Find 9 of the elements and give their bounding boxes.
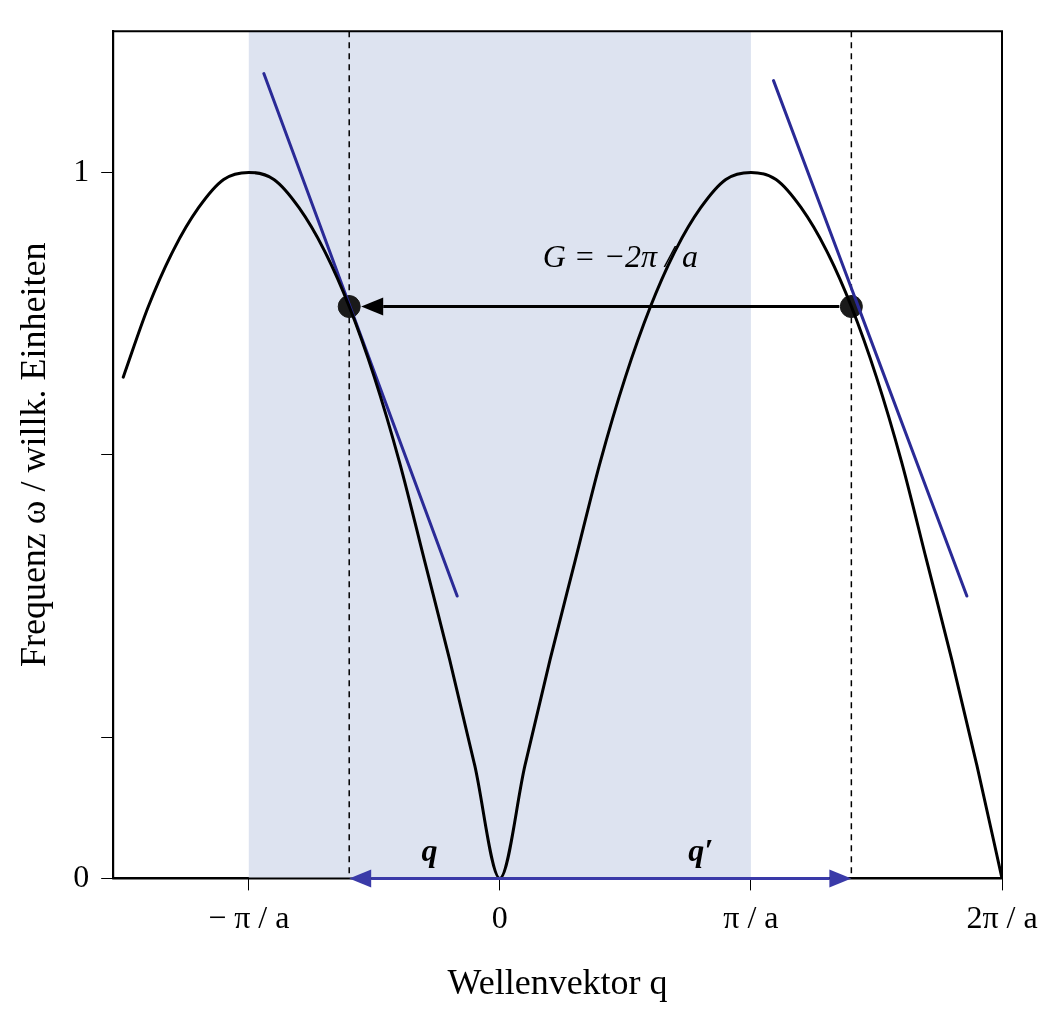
x-axis-title: Wellenvektor q (447, 961, 668, 1002)
x-tick-label: 2π / a (966, 899, 1038, 936)
x-tick-label: π / a (723, 899, 779, 936)
annotation: q (421, 831, 438, 868)
annotation: q′ (688, 831, 714, 868)
y-tick-label: 1 (73, 151, 90, 188)
y-axis-title: Frequenz ω / willk. Einheiten (13, 242, 54, 668)
x-tick-label: 0 (491, 899, 508, 936)
x-tick-label: − π / a (208, 899, 290, 936)
